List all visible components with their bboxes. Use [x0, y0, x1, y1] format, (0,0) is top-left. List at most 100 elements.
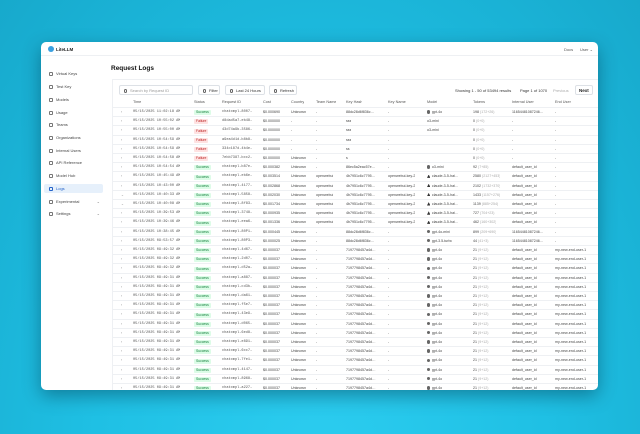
chevron-right-icon[interactable]: ›	[121, 146, 123, 151]
key-name-cell: -	[388, 349, 390, 354]
chevron-down-icon[interactable]: ⌄	[121, 202, 125, 206]
end-user-cell: my-new-end-user-1	[555, 284, 587, 289]
chevron-right-icon[interactable]: ›	[121, 137, 123, 142]
table-row[interactable]: › 05/15/2025 09:49:31 AM Success chatcmpl-8…	[113, 373, 598, 383]
chevron-right-icon[interactable]: ›	[121, 220, 123, 225]
anthropic-icon	[427, 220, 431, 224]
table-row[interactable]: › 05/15/2025 09:49:31 AM Success chatcmpl-a…	[113, 272, 598, 282]
chevron-right-icon[interactable]: ›	[121, 358, 123, 363]
table-row[interactable]: ⌄ 05/15/2025 10:40:08 AM Success chatcmpl-8…	[113, 199, 598, 208]
sidebar-item-experimental[interactable]: Experimental ⌄	[44, 197, 103, 206]
chevron-right-icon[interactable]: ›	[121, 257, 123, 262]
chevron-right-icon[interactable]: ›	[121, 294, 123, 298]
table-row[interactable]: › 05/15/2025 09:49:31 AM Success chatcmpl-e…	[113, 337, 598, 346]
chevron-down-icon[interactable]: ⌄	[121, 192, 125, 197]
internal-user-cell: default_user_id	[512, 257, 537, 262]
chevron-right-icon[interactable]: ›	[121, 386, 123, 390]
model-name: gpt-4o	[431, 330, 443, 335]
key-hash-cell: 88dc28d6f836c…	[346, 229, 375, 234]
previous-button[interactable]: Previous	[553, 88, 569, 93]
tokens-breakdown: (9+12)	[478, 312, 489, 317]
table-row[interactable]: › 05/15/2025 09:49:31 AM Success chatcmpl-a…	[113, 383, 598, 390]
table-row[interactable]: › 05/15/2025 10:38:45 AM Success chatcmpl-8…	[113, 226, 598, 236]
chevron-right-icon[interactable]: ›	[121, 367, 123, 372]
chevron-right-icon[interactable]: ›	[121, 266, 123, 271]
chevron-right-icon[interactable]: ›	[121, 349, 123, 354]
sidebar-item-model-hub[interactable]: Model Hub	[44, 171, 103, 180]
user-menu[interactable]: User ⌄	[580, 47, 593, 52]
chevron-right-icon[interactable]: ›	[121, 275, 123, 280]
table-row[interactable]: › 05/15/2025 09:49:31 AM Success chatcmpl-4…	[113, 309, 598, 318]
chevron-right-icon[interactable]: ›	[121, 321, 123, 326]
chevron-right-icon[interactable]: ›	[121, 376, 123, 381]
docs-link[interactable]: Docs	[564, 47, 574, 52]
table-row[interactable]: › 05/15/2025 10:45:49 AM Success chatcmpl-e…	[113, 171, 598, 180]
table-row[interactable]: › 05/15/2025 09:53:57 AM Success chatcmpl-8…	[113, 235, 598, 245]
table-row[interactable]: › 05/15/2025 09:49:31 AM Success chatcmpl-d…	[113, 318, 598, 328]
chevron-right-icon[interactable]: ›	[121, 229, 123, 234]
table-row[interactable]: › 05/15/2025 09:49:32 AM Success chatcmpl-d…	[113, 263, 598, 272]
request-id-cell: chatcmpl-e891…	[222, 340, 253, 344]
table-row[interactable]: › 05/15/2025 10:55:02 AM Failure d8dad5a7-e…	[113, 116, 598, 125]
time-cell: 05/15/2025 09:49:31 AM	[133, 349, 181, 354]
key-name-cell: -	[388, 321, 390, 326]
table-row[interactable]: › 05/15/2025 10:43:00 AM Success chatcmpl-4…	[113, 180, 598, 190]
table-row[interactable]: › 05/15/2025 10:39:46 AM Success chatcmpl-e…	[113, 217, 598, 226]
chevron-right-icon[interactable]: ›	[121, 110, 123, 114]
sidebar-item-api-reference[interactable]: API Reference	[44, 158, 103, 167]
sidebar-item-usage[interactable]: Usage	[44, 108, 103, 117]
table-row[interactable]: › 05/15/2025 10:39:53 AM Success chatcmpl-3…	[113, 208, 598, 217]
table-row[interactable]: ⌄ 05/15/2025 10:40:33 AM Success chatcmpl-5…	[113, 189, 598, 199]
table-row[interactable]: › 05/15/2025 10:54:54 AM Success chatcmpl-b…	[113, 162, 598, 171]
table-row[interactable]: › 05/15/2025 09:49:31 AM Success chatcmpl-f…	[113, 300, 598, 309]
sidebar-item-teams[interactable]: Teams	[44, 120, 103, 129]
chevron-right-icon[interactable]: ›	[121, 128, 123, 133]
table-row[interactable]: › 05/15/2025 10:54:58 AM Failure 7ebb7387-b…	[113, 153, 598, 162]
sidebar-item-models[interactable]: Models	[44, 95, 103, 104]
end-user-cell: my-new-end-user-1	[555, 275, 587, 280]
sidebar-item-settings[interactable]: Settings ⌄	[44, 209, 103, 218]
chevron-right-icon[interactable]: ›	[121, 165, 123, 170]
chevron-right-icon[interactable]: ›	[121, 303, 123, 308]
sidebar-item-logs[interactable]: Logs	[44, 184, 103, 193]
table-row[interactable]: › 05/15/2025 10:54:59 AM Failure a9ea4d1d-b…	[113, 134, 598, 144]
table-row[interactable]: › 05/15/2025 09:49:31 AM Success chatcmpl-7…	[113, 355, 598, 364]
table-row[interactable]: › 05/15/2025 09:49:31 AM Success chatcmpl-6…	[113, 327, 598, 337]
table-row[interactable]: › 05/15/2025 09:49:31 AM Success chatcmpl-4…	[113, 364, 598, 374]
chevron-right-icon[interactable]: ›	[121, 340, 123, 344]
sidebar-item-internal-users[interactable]: Internal Users	[44, 146, 103, 155]
sidebar-item-virtual-keys[interactable]: Virtual Keys	[44, 69, 103, 78]
chevron-right-icon[interactable]: ›	[121, 312, 123, 317]
table-row[interactable]: › 05/15/2025 10:55:00 AM Failure 43d74a9b-3…	[113, 125, 598, 134]
search-input[interactable]: Search by Request ID	[119, 85, 193, 95]
chevron-right-icon[interactable]: ›	[121, 183, 123, 188]
filter-button[interactable]: Filter	[198, 85, 220, 95]
chevron-right-icon[interactable]: ›	[121, 211, 123, 216]
table-row[interactable]: › 05/15/2025 09:49:32 AM Success chatcmpl-4…	[113, 245, 598, 254]
chevron-right-icon[interactable]: ›	[121, 238, 123, 243]
chevron-right-icon[interactable]: ›	[121, 248, 123, 252]
table-row[interactable]: › 05/15/2025 09:49:32 AM Success chatcmpl-2…	[113, 254, 598, 263]
sidebar-item-organizations[interactable]: Organizations	[44, 133, 103, 142]
table-row[interactable]: › 05/15/2025 11:02:18 AM Success chatcmpl-8…	[113, 107, 598, 116]
chevron-right-icon[interactable]: ›	[121, 330, 123, 335]
key-name-cell: -	[388, 367, 390, 372]
table-row[interactable]: › 05/15/2025 09:49:31 AM Success chatcmpl-c…	[113, 281, 598, 291]
cost-cell: $0.000037	[263, 358, 280, 363]
key-name-cell: openwebui-key-2	[388, 202, 416, 206]
time-range-button[interactable]: Last 24 Hours	[225, 85, 265, 95]
next-button[interactable]: Next	[575, 85, 593, 95]
chevron-right-icon[interactable]: ›	[121, 119, 123, 124]
key-hash-cell: 7197798457a4d…	[346, 248, 376, 252]
chevron-right-icon[interactable]: ›	[121, 174, 123, 179]
end-user-cell: my-new-end-user-1	[555, 340, 587, 344]
table-row[interactable]: › 05/15/2025 09:49:31 AM Success chatcmpl-d…	[113, 291, 598, 300]
chevron-right-icon[interactable]: ›	[121, 156, 123, 160]
page-indicator: Page 1 of 1070	[520, 88, 548, 93]
table-row[interactable]: › 05/15/2025 10:54:59 AM Failure 334c187d-4…	[113, 143, 598, 153]
key-name-cell: openwebui-key-2	[388, 220, 416, 225]
sidebar-item-test-key[interactable]: Test Key	[44, 82, 103, 91]
table-row[interactable]: › 05/15/2025 09:49:31 AM Success chatcmpl-6…	[113, 346, 598, 355]
refresh-button[interactable]: Refresh	[269, 85, 297, 95]
chevron-right-icon[interactable]: ›	[121, 284, 123, 289]
